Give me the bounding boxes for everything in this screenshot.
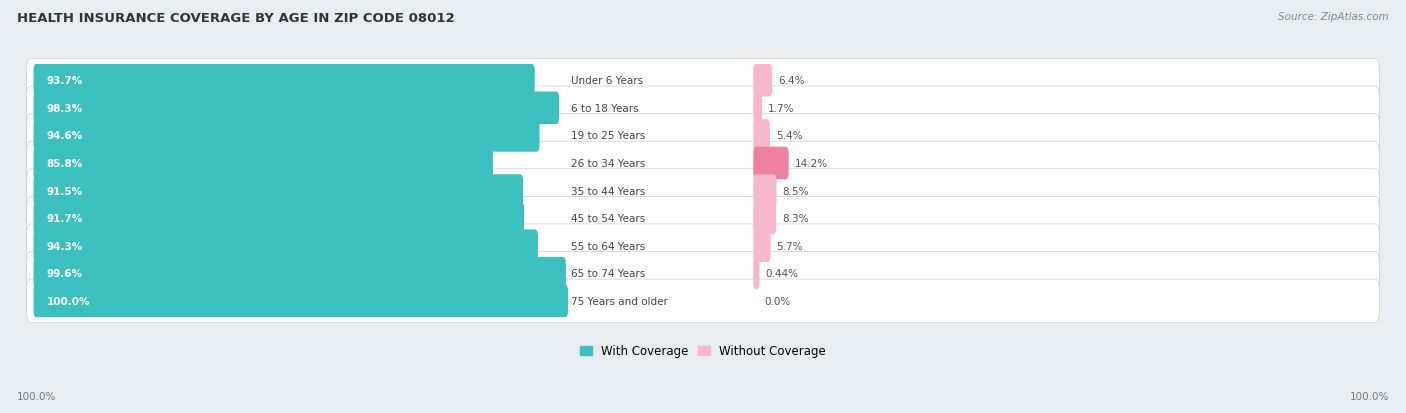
Text: 6 to 18 Years: 6 to 18 Years bbox=[571, 104, 638, 114]
Text: 5.7%: 5.7% bbox=[776, 241, 803, 251]
FancyBboxPatch shape bbox=[27, 252, 1379, 295]
FancyBboxPatch shape bbox=[27, 114, 1379, 158]
Text: 19 to 25 Years: 19 to 25 Years bbox=[571, 131, 645, 141]
FancyBboxPatch shape bbox=[34, 147, 494, 180]
Text: 91.5%: 91.5% bbox=[46, 186, 83, 196]
FancyBboxPatch shape bbox=[27, 59, 1379, 103]
Text: 85.8%: 85.8% bbox=[46, 159, 83, 169]
FancyBboxPatch shape bbox=[34, 93, 560, 125]
Text: 1.7%: 1.7% bbox=[768, 104, 794, 114]
FancyBboxPatch shape bbox=[34, 257, 567, 290]
Text: 8.5%: 8.5% bbox=[782, 186, 808, 196]
FancyBboxPatch shape bbox=[27, 280, 1379, 323]
FancyBboxPatch shape bbox=[34, 230, 538, 262]
FancyBboxPatch shape bbox=[754, 93, 762, 125]
FancyBboxPatch shape bbox=[27, 224, 1379, 268]
Text: 94.3%: 94.3% bbox=[46, 241, 83, 251]
Text: 99.6%: 99.6% bbox=[46, 269, 83, 279]
FancyBboxPatch shape bbox=[34, 65, 534, 97]
FancyBboxPatch shape bbox=[754, 65, 772, 97]
Text: 100.0%: 100.0% bbox=[17, 391, 56, 401]
Text: 45 to 54 Years: 45 to 54 Years bbox=[571, 214, 645, 223]
Text: 75 Years and older: 75 Years and older bbox=[571, 296, 668, 306]
Text: 93.7%: 93.7% bbox=[46, 76, 83, 86]
Text: Source: ZipAtlas.com: Source: ZipAtlas.com bbox=[1278, 12, 1389, 22]
FancyBboxPatch shape bbox=[754, 230, 770, 262]
Text: 8.3%: 8.3% bbox=[782, 214, 808, 223]
FancyBboxPatch shape bbox=[754, 175, 776, 207]
FancyBboxPatch shape bbox=[34, 285, 568, 318]
Text: 5.4%: 5.4% bbox=[776, 131, 803, 141]
Text: 6.4%: 6.4% bbox=[778, 76, 804, 86]
Text: 14.2%: 14.2% bbox=[794, 159, 828, 169]
FancyBboxPatch shape bbox=[754, 120, 770, 152]
Text: 65 to 74 Years: 65 to 74 Years bbox=[571, 269, 645, 279]
Text: 98.3%: 98.3% bbox=[46, 104, 83, 114]
FancyBboxPatch shape bbox=[27, 169, 1379, 213]
Text: 94.6%: 94.6% bbox=[46, 131, 83, 141]
FancyBboxPatch shape bbox=[34, 175, 523, 207]
Text: 0.0%: 0.0% bbox=[765, 296, 790, 306]
FancyBboxPatch shape bbox=[27, 87, 1379, 130]
FancyBboxPatch shape bbox=[27, 197, 1379, 240]
Text: 91.7%: 91.7% bbox=[46, 214, 83, 223]
Text: 35 to 44 Years: 35 to 44 Years bbox=[571, 186, 645, 196]
FancyBboxPatch shape bbox=[27, 142, 1379, 185]
Text: 100.0%: 100.0% bbox=[1350, 391, 1389, 401]
Text: 55 to 64 Years: 55 to 64 Years bbox=[571, 241, 645, 251]
Text: 26 to 34 Years: 26 to 34 Years bbox=[571, 159, 645, 169]
Text: 0.44%: 0.44% bbox=[765, 269, 799, 279]
Text: HEALTH INSURANCE COVERAGE BY AGE IN ZIP CODE 08012: HEALTH INSURANCE COVERAGE BY AGE IN ZIP … bbox=[17, 12, 454, 25]
Text: 100.0%: 100.0% bbox=[46, 296, 90, 306]
FancyBboxPatch shape bbox=[754, 202, 776, 235]
Legend: With Coverage, Without Coverage: With Coverage, Without Coverage bbox=[579, 344, 827, 357]
FancyBboxPatch shape bbox=[34, 120, 540, 152]
FancyBboxPatch shape bbox=[754, 257, 759, 290]
FancyBboxPatch shape bbox=[754, 147, 789, 180]
Text: Under 6 Years: Under 6 Years bbox=[571, 76, 643, 86]
FancyBboxPatch shape bbox=[34, 202, 524, 235]
